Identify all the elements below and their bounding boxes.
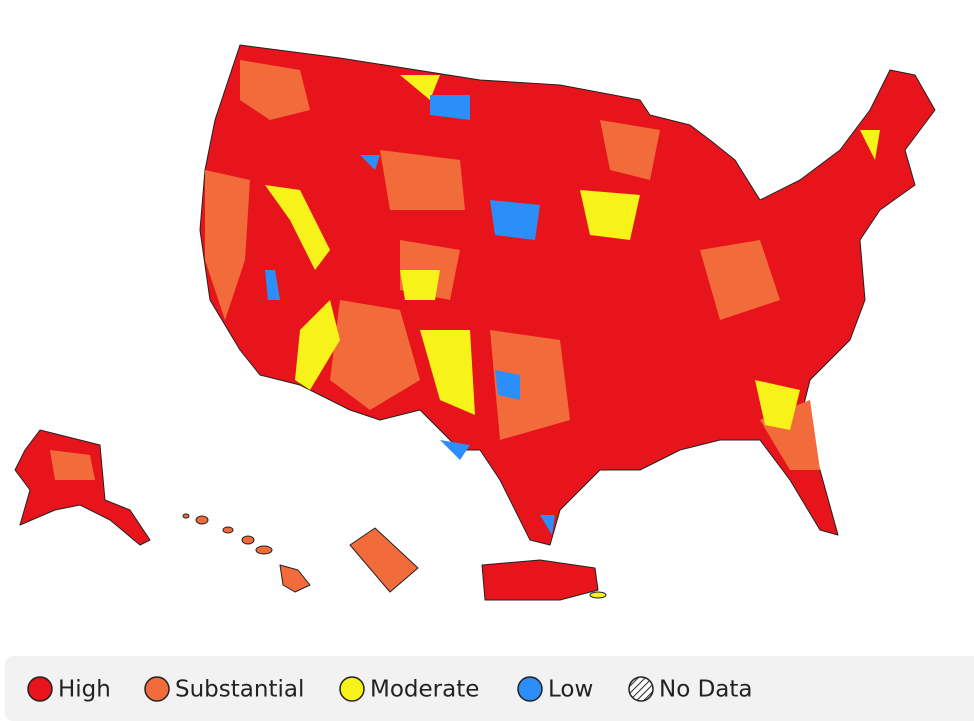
legend-label: Moderate — [370, 677, 479, 703]
low-regions — [265, 95, 555, 535]
us-map — [14, 44, 936, 601]
legend-background — [5, 656, 974, 721]
legend-label: Substantial — [175, 677, 304, 703]
dc-inset — [349, 527, 419, 593]
legend-swatch — [628, 676, 654, 702]
legend-swatch — [517, 676, 543, 702]
legend-label: High — [58, 677, 111, 703]
contiguous-us — [199, 44, 936, 546]
hawaii — [182, 513, 311, 593]
legend-swatch — [27, 676, 53, 702]
alaska — [14, 429, 151, 546]
legend-label: No Data — [659, 677, 753, 703]
alaska-substantial — [50, 450, 95, 480]
legend: High Substantial Moderate Low No Data — [27, 676, 753, 703]
legend-label: Low — [548, 677, 593, 703]
moderate-regions — [265, 75, 880, 430]
puerto-rico-island — [589, 591, 607, 599]
legend-swatch — [339, 676, 365, 702]
puerto-rico — [481, 559, 599, 601]
legend-swatch — [144, 676, 170, 702]
